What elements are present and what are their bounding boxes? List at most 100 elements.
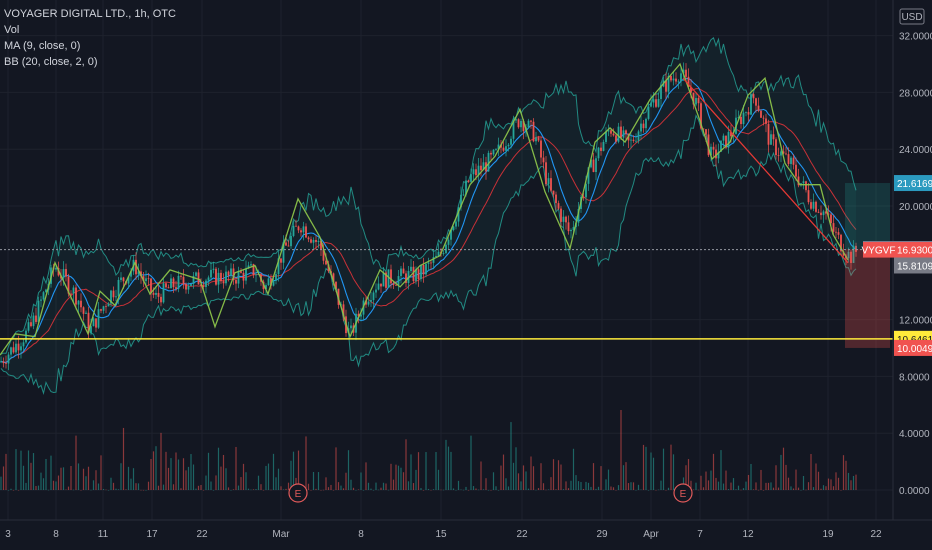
time-axis-tick: 22 [516, 529, 528, 540]
candle-body [592, 159, 595, 172]
volume-bar [150, 458, 152, 490]
candle-body [7, 354, 10, 364]
volume-bar [632, 482, 635, 490]
candle-body [480, 165, 482, 171]
candle-body [642, 123, 645, 129]
candle-body [135, 259, 137, 275]
volume-bar [180, 488, 182, 490]
candle-body [755, 98, 757, 106]
candle-body [325, 260, 327, 265]
volume-bar [625, 462, 627, 490]
volume-bar [482, 489, 485, 490]
volume-bar [262, 489, 265, 491]
volume-bar [447, 446, 450, 490]
volume-bar [457, 480, 460, 490]
candle-body [0, 361, 2, 363]
candle-body [367, 301, 370, 305]
volume-bar [337, 482, 340, 490]
time-axis-tick: 11 [98, 529, 109, 540]
volume-bar [62, 467, 65, 490]
candle-body [637, 131, 640, 141]
candle-body [395, 284, 397, 286]
candle-body [502, 147, 505, 151]
candle-body [307, 237, 310, 240]
symbol-title[interactable]: VOYAGER DIGITAL LTD., 1h, OTC [4, 8, 176, 20]
candle-body [490, 152, 492, 155]
volume-bar [500, 465, 502, 490]
volume-bar [202, 489, 205, 491]
volume-bar [580, 482, 582, 490]
candle-body [817, 211, 820, 213]
candle-body [647, 106, 650, 119]
volume-bar [722, 483, 725, 490]
volume-bar [427, 488, 430, 490]
candle-body [55, 267, 57, 270]
volume-bar [5, 453, 7, 490]
candle-body [390, 269, 392, 284]
volume-bars [0, 410, 857, 491]
volume-bar [715, 477, 717, 490]
candle-body [205, 280, 207, 288]
volume-bar [165, 451, 167, 490]
volume-bar [537, 488, 540, 490]
volume-bar [615, 489, 617, 491]
volume-bar [592, 463, 595, 490]
volume-bar [107, 489, 110, 491]
volume-bar [352, 487, 355, 490]
volume-bar [282, 489, 285, 490]
candle-body [342, 304, 345, 317]
volume-bar [15, 449, 17, 490]
volume-bar [527, 488, 530, 490]
candle-body [497, 144, 500, 150]
candle-body [122, 277, 125, 282]
volume-bar [122, 427, 125, 490]
volume-bar [525, 471, 527, 490]
volume-bar [702, 487, 705, 490]
candle-body [372, 292, 375, 301]
candle-body [115, 296, 117, 298]
volume-bar [400, 467, 402, 490]
candle-body [387, 269, 390, 288]
volume-bar [350, 479, 352, 490]
candle-body [370, 300, 372, 302]
candle-body [792, 157, 795, 165]
indicator-bb[interactable]: BB (20, close, 2, 0) [4, 56, 98, 68]
candle-body [445, 244, 447, 254]
volume-bar [230, 489, 232, 491]
candle-body [180, 275, 182, 277]
volume-bar [750, 463, 752, 490]
candle-body [475, 169, 477, 176]
volume-bar [405, 439, 407, 490]
indicator-vol[interactable]: Vol [4, 24, 20, 36]
candle-body [167, 287, 170, 289]
volume-bar [52, 480, 55, 490]
position-target-zone [845, 183, 890, 250]
candle-body [350, 325, 352, 329]
candle-body [72, 287, 75, 294]
candle-body [42, 292, 45, 300]
volume-bar [645, 446, 647, 490]
candle-body [770, 134, 772, 145]
volume-bar [190, 454, 192, 490]
indicator-ma[interactable]: MA (9, close, 0) [4, 40, 81, 52]
volume-bar [832, 486, 835, 490]
volume-bar [700, 475, 702, 490]
volume-bar [837, 477, 840, 490]
volume-bar [175, 452, 177, 490]
candle-body [510, 138, 512, 145]
candle-body [650, 102, 652, 107]
volume-bar [605, 479, 607, 490]
volume-bar [637, 484, 640, 490]
volume-bar [257, 475, 260, 490]
candle-body [722, 135, 725, 141]
candle-body [82, 307, 85, 314]
volume-bar [137, 483, 140, 490]
candle-body [620, 126, 622, 138]
candle-body [110, 290, 112, 304]
candle-body [697, 98, 700, 104]
volume-bar [582, 488, 585, 490]
volume-bar [545, 489, 547, 491]
candle-body [220, 272, 222, 282]
volume-bar [170, 458, 172, 490]
